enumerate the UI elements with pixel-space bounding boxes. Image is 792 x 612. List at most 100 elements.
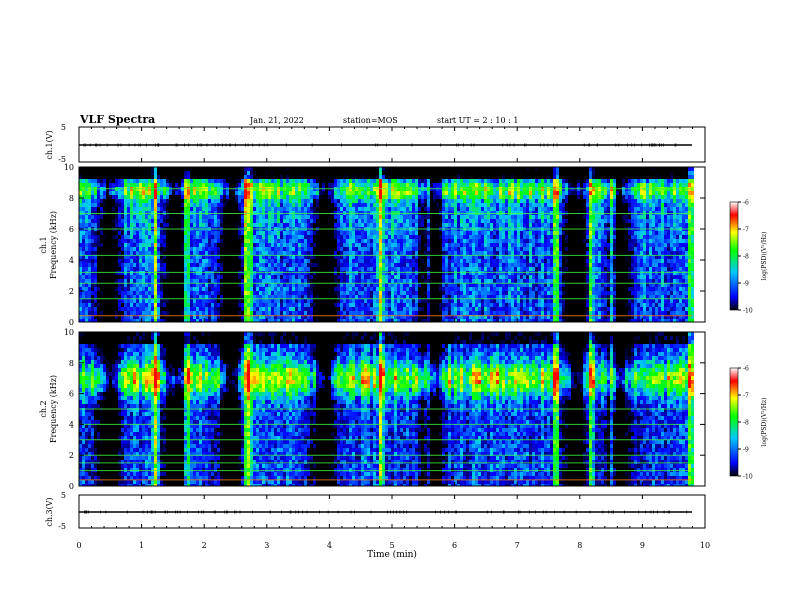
- spectrogram-cell: [301, 275, 304, 279]
- spectrogram-cell: [436, 311, 439, 315]
- spectrogram-cell: [145, 171, 148, 175]
- spectrogram-cell: [217, 179, 220, 183]
- spectrogram-cell: [442, 207, 445, 211]
- spectrogram-cell: [118, 219, 121, 223]
- spectrogram-cell: [340, 251, 343, 255]
- spectrogram-cell: [178, 207, 181, 211]
- spectrogram-cell: [247, 195, 250, 199]
- spectrogram-cell: [217, 239, 220, 243]
- spectrogram-cell: [175, 295, 178, 299]
- spectrogram-cell: [277, 195, 280, 199]
- spectrogram-cell: [361, 215, 364, 219]
- spectrogram-cell: [310, 271, 313, 275]
- spectrogram-cell: [235, 251, 238, 255]
- spectrogram-cell: [346, 235, 349, 239]
- spectrogram-cell: [106, 235, 109, 239]
- spectrogram-cell: [85, 311, 88, 315]
- spectrogram-cell: [388, 199, 391, 203]
- spectrogram-cell: [409, 171, 412, 175]
- spectrogram-cell: [328, 219, 331, 223]
- spectrogram-cell: [151, 311, 154, 315]
- spectrogram-cell: [166, 231, 169, 235]
- spectrogram-cell: [292, 171, 295, 175]
- spectrogram-cell: [376, 243, 379, 247]
- spectrogram-cell: [130, 315, 133, 319]
- spectrogram-cell: [250, 271, 253, 275]
- spectrogram-cell: [418, 203, 421, 207]
- spectrogram-cell: [127, 259, 130, 263]
- spectrogram-cell: [310, 307, 313, 311]
- spectrogram-cell: [316, 215, 319, 219]
- spectrogram-cell: [397, 199, 400, 203]
- spectrogram-cell: [205, 231, 208, 235]
- spectrogram-cell: [226, 183, 229, 187]
- spectrogram-cell: [418, 275, 421, 279]
- spectrogram-cell: [100, 275, 103, 279]
- spectrogram-cell: [79, 231, 82, 235]
- spectrogram-cell: [421, 295, 424, 299]
- spectrogram-cell: [307, 311, 310, 315]
- spectrogram-cell: [427, 255, 430, 259]
- spectrogram-cell: [184, 231, 187, 235]
- spectrogram-cell: [151, 171, 154, 175]
- spectrogram-cell: [364, 175, 367, 179]
- spectrogram-cell: [319, 283, 322, 287]
- spectrogram-cell: [160, 235, 163, 239]
- spectrogram-cell: [313, 295, 316, 299]
- spectrogram-cell: [232, 283, 235, 287]
- spectrogram-cell: [265, 175, 268, 179]
- spectrogram-cell: [385, 303, 388, 307]
- spectrogram-cell: [154, 295, 157, 299]
- spectrogram-cell: [442, 319, 445, 322]
- spectrogram-cell: [241, 307, 244, 311]
- spectrogram-cell: [346, 291, 349, 295]
- spectrogram-cell: [343, 219, 346, 223]
- spectrogram-cell: [355, 247, 358, 251]
- spectrogram-cell: [364, 243, 367, 247]
- spectrogram-cell: [178, 319, 181, 322]
- spectrogram-cell: [313, 275, 316, 279]
- spectrogram-cell: [133, 243, 136, 247]
- spectrogram-cell: [127, 247, 130, 251]
- spectrogram-cell: [445, 283, 448, 287]
- spectrogram-cell: [118, 279, 121, 283]
- spectrogram-cell: [100, 287, 103, 291]
- spectrogram-cell: [436, 315, 439, 319]
- spectrogram-cell: [298, 183, 301, 187]
- spectrogram-cell: [352, 311, 355, 315]
- spectrogram-cell: [187, 291, 190, 295]
- spectrogram-cell: [400, 167, 403, 171]
- spectrogram-cell: [211, 307, 214, 311]
- spectrogram-cell: [148, 167, 151, 171]
- spectrogram-cell: [358, 247, 361, 251]
- spectrogram-cell: [343, 167, 346, 171]
- spectrogram-cell: [370, 215, 373, 219]
- spectrogram-cell: [196, 175, 199, 179]
- spectrogram-cell: [433, 311, 436, 315]
- spectrogram-cell: [382, 175, 385, 179]
- spectrogram-cell: [265, 279, 268, 283]
- spectrogram-cell: [181, 215, 184, 219]
- spectrogram-cell: [289, 259, 292, 263]
- spectrogram-cell: [304, 251, 307, 255]
- spectrogram-cell: [139, 215, 142, 219]
- spectrogram-cell: [115, 183, 118, 187]
- spectrogram-cell: [88, 179, 91, 183]
- spectrogram-cell: [247, 315, 250, 319]
- spectrogram-cell: [103, 319, 106, 322]
- spectrogram-cell: [97, 319, 100, 322]
- spectrogram-cell: [190, 235, 193, 239]
- spectrogram-cell: [139, 287, 142, 291]
- spectrogram-cell: [346, 247, 349, 251]
- spectrogram-cell: [313, 191, 316, 195]
- spectrogram-cell: [313, 239, 316, 243]
- spectrogram-cell: [364, 263, 367, 267]
- spectrogram-cell: [121, 207, 124, 211]
- spectrogram-cell: [403, 315, 406, 319]
- spectrogram-cell: [277, 179, 280, 183]
- spectrogram-cell: [439, 251, 442, 255]
- spectrogram-cell: [364, 215, 367, 219]
- spectrogram-cell: [106, 195, 109, 199]
- spectrogram-cell: [346, 243, 349, 247]
- spectrogram-cell: [118, 203, 121, 207]
